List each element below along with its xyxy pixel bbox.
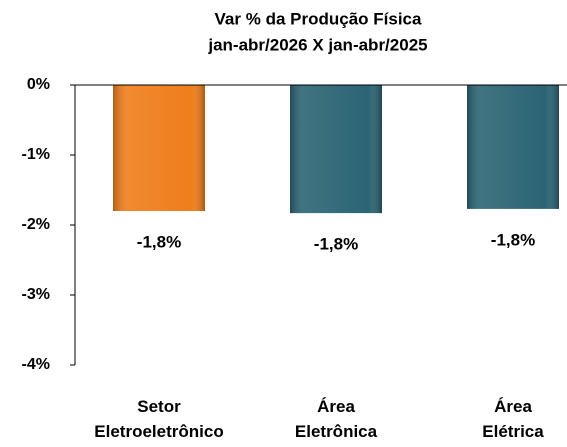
x-tick-label: Setor Eletroeletrônico	[94, 397, 223, 441]
bar-shade	[467, 85, 559, 209]
y-tick-label: -2%	[22, 216, 50, 233]
y-tick-label: -1%	[22, 146, 50, 163]
value-label: -1,8%	[491, 230, 535, 249]
chart-title: Var % da Produção Física	[215, 9, 422, 28]
value-label: -1,8%	[137, 232, 181, 251]
chart-title: jan-abr/2026 X jan-abr/2025	[207, 35, 427, 54]
value-label: -1,8%	[314, 235, 358, 254]
y-tick-label: -3%	[22, 286, 50, 303]
x-tick-label: Área Eletrônica	[295, 397, 378, 441]
y-tick-label: 0%	[27, 76, 50, 93]
x-tick-label: Área Elétrica	[482, 397, 544, 441]
y-tick-label: -4%	[22, 356, 50, 373]
bar-shade	[113, 85, 205, 211]
bar-shade	[290, 85, 382, 214]
